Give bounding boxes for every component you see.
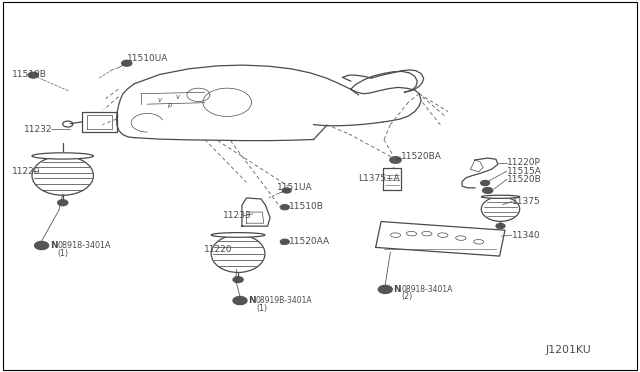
Circle shape [58,200,68,206]
Circle shape [496,224,505,229]
Ellipse shape [32,153,93,159]
Text: (1): (1) [256,304,267,312]
Text: N: N [50,241,58,250]
Text: v: v [176,94,180,100]
Text: 11510UA: 11510UA [127,54,168,63]
Text: 11375: 11375 [512,197,541,206]
Text: 08919B-3401A: 08919B-3401A [256,296,312,305]
Text: (2): (2) [401,292,413,301]
Text: 08918-3401A: 08918-3401A [58,241,111,250]
Circle shape [280,205,289,210]
Text: 11520AA: 11520AA [289,237,330,246]
Text: 11220: 11220 [204,245,232,254]
Text: p: p [167,102,172,108]
Circle shape [378,285,392,294]
Circle shape [233,296,247,305]
Text: 11220P: 11220P [507,158,541,167]
Text: 11340: 11340 [512,231,541,240]
Circle shape [481,180,490,186]
Text: 11510B: 11510B [289,202,324,211]
Circle shape [280,239,289,244]
Text: N: N [248,296,256,305]
Text: L1375+A: L1375+A [358,174,400,183]
Ellipse shape [481,195,520,198]
Text: 11520B: 11520B [507,175,541,184]
Text: 11220: 11220 [12,167,40,176]
Text: 1151UA: 1151UA [276,183,312,192]
Circle shape [282,188,291,193]
Text: 11520BA: 11520BA [401,153,442,161]
Circle shape [28,72,38,78]
Text: (1): (1) [58,249,68,258]
Text: 11233: 11233 [223,211,252,220]
Ellipse shape [211,232,265,237]
Text: 11515A: 11515A [507,167,541,176]
Text: J1201KU: J1201KU [545,346,591,355]
Text: 11510B: 11510B [12,70,46,79]
Circle shape [390,157,401,163]
Text: v: v [158,97,162,103]
Circle shape [483,187,493,193]
Text: N: N [394,285,401,294]
Circle shape [35,241,49,250]
Text: 08918-3401A: 08918-3401A [401,285,452,294]
Circle shape [122,60,132,66]
Circle shape [233,277,243,283]
Text: 11232: 11232 [24,125,53,134]
